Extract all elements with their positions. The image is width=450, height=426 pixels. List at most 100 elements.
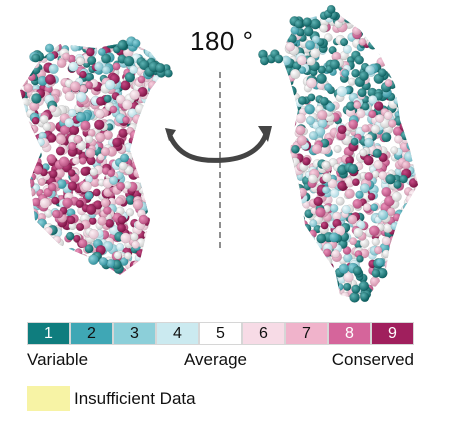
residue-atom: [415, 239, 418, 248]
residue-atom: [282, 187, 291, 196]
residue-atom: [134, 272, 144, 275]
residue-atom: [75, 222, 85, 232]
residue-atom: [381, 32, 391, 42]
residue-atom: [92, 272, 102, 275]
residue-atom: [381, 186, 392, 197]
residue-atom: [20, 186, 31, 197]
residue-atom: [46, 260, 57, 271]
residue-atom: [319, 96, 329, 106]
residue-atom: [320, 221, 329, 230]
residue-atom: [377, 12, 388, 19]
residue-atom: [363, 27, 374, 37]
residue-atom: [395, 244, 406, 255]
residue-atom: [31, 197, 41, 207]
residue-atom: [351, 178, 360, 187]
residue-atom: [298, 274, 307, 283]
residue-atom: [409, 262, 418, 271]
residue-atom: [20, 232, 26, 244]
residue-atom: [389, 278, 400, 289]
residue-atom: [393, 180, 402, 189]
residue-atom: [68, 257, 79, 268]
residue-atom: [138, 115, 150, 127]
residue-atom: [141, 193, 150, 203]
residue-atom: [407, 58, 416, 67]
residue-atom: [296, 55, 307, 66]
residue-atom: [349, 12, 359, 20]
residue-atom: [41, 267, 51, 275]
residue-atom: [31, 116, 40, 125]
residue-atom: [65, 231, 75, 241]
residue-atom: [289, 246, 299, 255]
residue-atom: [146, 100, 157, 111]
residue-atom: [56, 58, 67, 69]
residue-atom: [404, 110, 413, 120]
residue-atom: [60, 261, 69, 271]
residue-atom: [26, 133, 37, 143]
residue-atom: [358, 38, 367, 46]
residue-atom: [20, 223, 27, 234]
residue-atom: [403, 151, 415, 163]
residue-atom: [44, 267, 54, 275]
residue-atom: [325, 102, 336, 112]
residue-atom: [286, 117, 297, 128]
residue-atom: [397, 252, 406, 261]
residue-atom: [94, 119, 105, 130]
residue-atom: [362, 203, 372, 212]
residue-atom: [161, 228, 165, 237]
residue-atom: [161, 95, 165, 106]
residue-atom: [364, 12, 373, 14]
residue-atom: [375, 257, 385, 267]
residue-atom: [405, 128, 414, 137]
residue-atom: [24, 67, 34, 77]
residue-atom: [397, 83, 408, 95]
residue-atom: [392, 13, 402, 23]
residue-atom: [85, 148, 96, 159]
residue-atom: [139, 125, 149, 135]
residue-atom: [130, 146, 141, 157]
residue-atom: [151, 46, 160, 56]
residue-atom: [132, 260, 141, 269]
residue-atom: [115, 94, 126, 105]
residue-atom: [154, 213, 163, 223]
residue-atom: [131, 160, 141, 170]
residue-atom: [403, 101, 412, 110]
residue-atom: [286, 280, 296, 290]
residue-atom: [29, 227, 39, 236]
residue-atom: [20, 170, 25, 179]
residue-atom: [20, 171, 31, 182]
residue-atom: [388, 69, 397, 79]
residue-atom: [292, 277, 303, 288]
residue-atom: [292, 289, 303, 299]
residue-atom: [296, 238, 305, 248]
residue-atom: [361, 102, 370, 111]
residue-atom: [20, 210, 31, 222]
residue-atom: [133, 129, 144, 140]
residue-atom: [397, 33, 406, 42]
residue-atom: [317, 279, 328, 291]
residue-atom: [393, 71, 403, 81]
residue-atom: [394, 134, 403, 144]
residue-atom: [146, 170, 156, 179]
residue-atom: [66, 215, 76, 225]
residue-atom: [23, 187, 33, 197]
residue-atom: [305, 40, 316, 51]
residue-atom: [64, 117, 74, 128]
residue-atom: [384, 54, 393, 63]
residue-atom: [335, 196, 345, 206]
residue-atom: [303, 26, 314, 37]
residue-atom: [340, 296, 351, 300]
residue-atom: [400, 45, 411, 56]
residue-atom: [373, 159, 383, 170]
residue-atom: [383, 284, 394, 294]
residue-atom: [414, 163, 418, 173]
grade-6-swatch: 6: [242, 322, 285, 345]
residue-atom: [337, 124, 347, 135]
residue-atom: [155, 47, 165, 58]
residue-atom: [285, 165, 295, 176]
residue-atom: [311, 35, 320, 44]
residue-atom: [151, 200, 162, 210]
residue-atom: [329, 232, 340, 243]
residue-atom: [289, 279, 300, 290]
residue-atom: [413, 47, 418, 58]
residue-atom: [370, 22, 381, 32]
